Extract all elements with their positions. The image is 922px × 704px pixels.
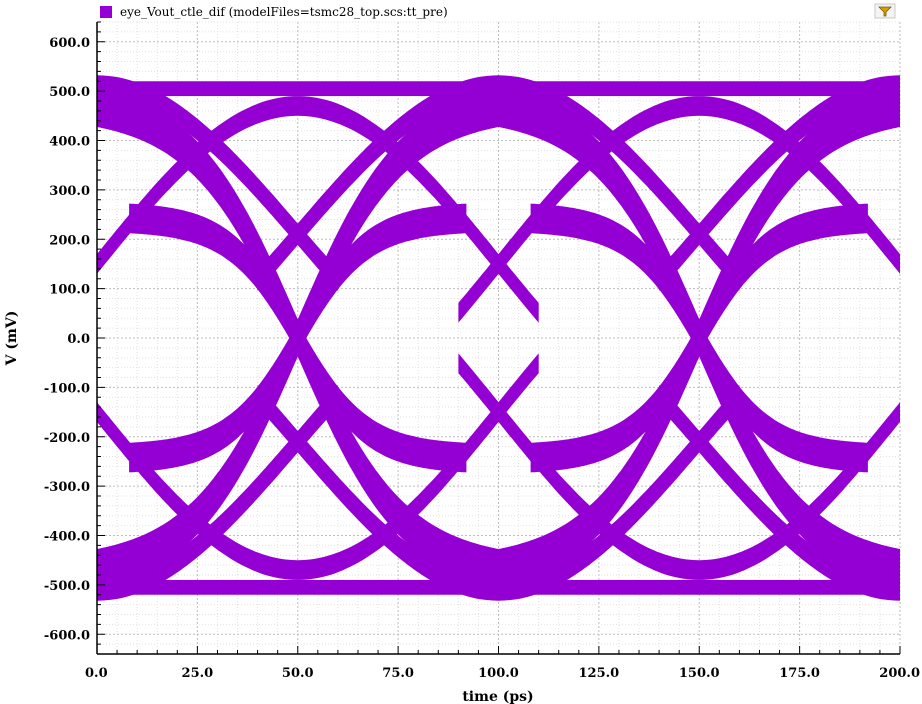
y-tick-label: 600.0	[49, 36, 90, 51]
outer-hump-top-1	[458, 96, 900, 323]
outer-hump-bottom-1	[458, 353, 900, 580]
x-tick-label: 50.0	[282, 666, 314, 681]
y-tick-label: -500.0	[44, 579, 90, 594]
y-tick-label: 100.0	[49, 283, 90, 298]
x-tick-label: 25.0	[182, 666, 214, 681]
axes	[96, 21, 901, 655]
y-tick-label: 500.0	[49, 85, 90, 100]
x-tick-label: 150.0	[679, 666, 720, 681]
trace-fall-1	[97, 89, 547, 593]
legend-swatch	[100, 6, 112, 18]
trace-fall-2	[450, 83, 900, 587]
y-tick-label: -100.0	[44, 381, 90, 396]
x-tick-label: 0.0	[85, 666, 108, 681]
trace-rise-2	[450, 89, 900, 593]
x-tick-label: 75.0	[382, 666, 414, 681]
x-tick-label: 200.0	[879, 666, 920, 681]
legend-label: eye_Vout_ctle_dif (modelFiles=tsmc28_top…	[120, 5, 448, 19]
filter-icon[interactable]	[874, 3, 896, 19]
y-tick-label: -200.0	[44, 431, 90, 446]
y-tick-labels: 600.0 500.0 400.0 300.0 200.0 100.0 0.0 -100.0 -…	[44, 36, 90, 644]
trace-inner-fall-1	[129, 203, 467, 473]
eye-lid-top-2	[659, 75, 900, 291]
x-tick-label: 125.0	[579, 666, 620, 681]
x-tick-label: 175.0	[779, 666, 820, 681]
legend[interactable]: eye_Vout_ctle_dif (modelFiles=tsmc28_top…	[100, 5, 448, 19]
eye-lid-top-0	[97, 75, 338, 291]
outer-hump-bottom-0	[97, 353, 539, 580]
eye-lid-bottom-0	[97, 385, 338, 601]
y-tick-label: 400.0	[49, 135, 90, 150]
y-tick-label: -400.0	[44, 530, 90, 545]
outer-hump-top-0	[97, 96, 539, 323]
y-tick-label: -600.0	[44, 628, 90, 643]
y-axis-title: V (mV)	[4, 311, 20, 367]
y-tick-label: 300.0	[49, 184, 90, 199]
x-tick-label: 100.0	[478, 666, 519, 681]
y-tick-label: 0.0	[67, 332, 90, 347]
trace-inner-fall-2	[530, 203, 868, 473]
x-axis-title: time (ps)	[462, 689, 533, 704]
y-tick-label: 200.0	[49, 233, 90, 248]
eye-lid-bottom-2	[659, 385, 900, 601]
trace-rise-1	[97, 83, 547, 587]
y-tick-label: -300.0	[44, 480, 90, 495]
eye-traces	[97, 75, 900, 601]
x-tick-labels: 0.0 25.0 50.0 75.0 100.0 125.0 150.0 175.0 200.0	[85, 666, 920, 681]
